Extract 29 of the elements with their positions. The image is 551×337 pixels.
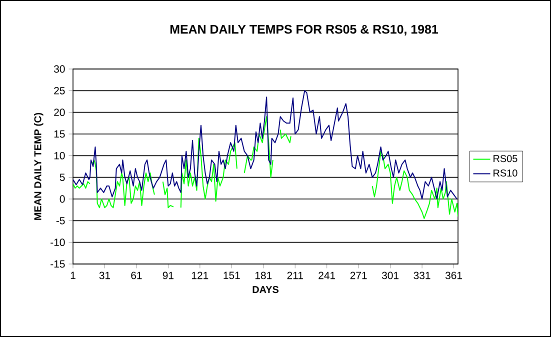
- y-tick-label: 15: [54, 130, 65, 138]
- y-tick-label: 5: [60, 174, 65, 181]
- legend-label: RS05: [494, 155, 518, 162]
- x-tick-label: 91: [162, 272, 174, 280]
- x-tick-label: 121: [192, 272, 208, 280]
- y-tick-label: 0: [60, 195, 65, 203]
- x-tick-label: 361: [445, 272, 462, 280]
- x-tick-label: 31: [99, 272, 110, 280]
- y-tick-label: -10: [50, 238, 65, 246]
- x-tick-label: 151: [224, 272, 240, 280]
- x-tick-label: 301: [382, 272, 399, 280]
- y-tick-label: 25: [54, 86, 65, 94]
- x-tick-label: 181: [255, 272, 272, 280]
- x-tick-label: 211: [287, 272, 303, 280]
- line-series: [73, 90, 458, 200]
- y-tick-label: 20: [54, 108, 65, 116]
- y-tick-label: -5: [56, 217, 65, 224]
- y-axis-title: MEAN DAILY TEMP (C): [34, 112, 44, 220]
- y-tick-label: -15: [50, 260, 65, 268]
- x-tick-label: 271: [350, 272, 367, 280]
- legend-label: RS10: [494, 169, 518, 177]
- x-tick-label: 61: [131, 272, 142, 280]
- y-tick-label: 30: [54, 65, 65, 73]
- x-tick-label: 331: [414, 272, 430, 280]
- x-tick-label: 241: [318, 272, 336, 280]
- chart-title: MEAN DAILY TEMPS FOR RS05 & RS10, 1981: [170, 24, 438, 36]
- x-tick-label: 1: [70, 272, 76, 279]
- x-axis-title: DAYS: [252, 286, 279, 294]
- y-tick-label: 10: [54, 152, 65, 160]
